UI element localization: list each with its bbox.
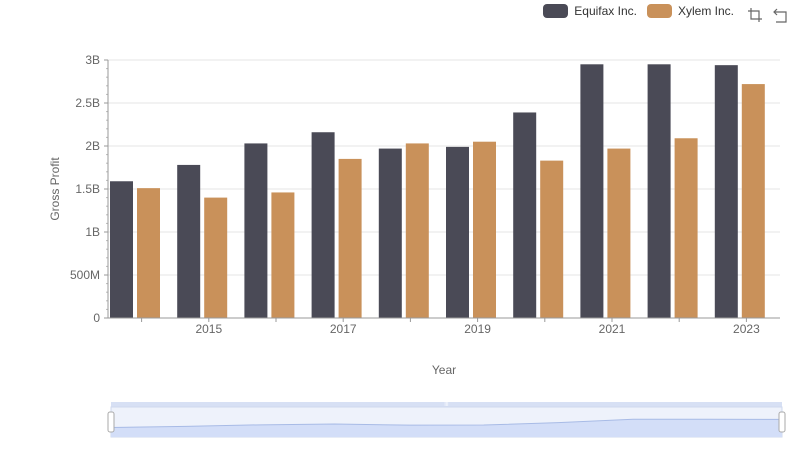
bar-xylem-2022[interactable]: [674, 138, 698, 318]
bar-xylem-2014[interactable]: [137, 188, 160, 318]
bar-equifax-2015[interactable]: [177, 164, 201, 318]
zoom-preview-line: [110, 418, 783, 428]
bar-equifax-2019[interactable]: [446, 146, 469, 318]
y-tick-label: 2.5B: [75, 96, 100, 110]
bar-equifax-2016[interactable]: [244, 143, 268, 318]
legend-label-xylem: Xylem Inc.: [677, 4, 734, 18]
x-tick-label: 2019: [464, 322, 491, 336]
bar-equifax-2014[interactable]: [110, 181, 133, 318]
bar-xylem-2018[interactable]: [405, 143, 429, 318]
x-tick-label: 2017: [330, 322, 357, 336]
y-tick-label: 1.5B: [75, 182, 100, 196]
data-zoom-slider[interactable]: III: [107, 402, 786, 438]
bar-equifax-2023[interactable]: [714, 65, 738, 318]
x-tick-label: 2015: [195, 322, 222, 336]
bar-xylem-2016[interactable]: [271, 192, 295, 318]
x-axis: 2015 2017 2019 2021 2023: [108, 317, 780, 336]
y-tick-label: 3B: [85, 53, 100, 67]
legend-swatch-equifax: [543, 4, 569, 18]
x-tick-label: 2021: [599, 322, 626, 336]
y-tick-label: 0: [93, 311, 100, 325]
toolbox: [746, 6, 790, 24]
restore-icon[interactable]: [772, 6, 790, 24]
bar-xylem-2021[interactable]: [607, 148, 631, 318]
bar-equifax-2020[interactable]: [513, 112, 537, 319]
bar-xylem-2015[interactable]: [204, 197, 228, 318]
y-axis: 0 500M 1B 1.5B 2B 2.5B 3B: [70, 53, 109, 325]
zoom-handle-right[interactable]: [778, 411, 786, 433]
zoom-grip: III: [444, 402, 448, 408]
bars: [110, 64, 765, 319]
bar-xylem-2020[interactable]: [540, 160, 564, 318]
bar-equifax-2017[interactable]: [311, 132, 335, 318]
bar-equifax-2018[interactable]: [378, 148, 402, 318]
y-tick-label: 500M: [70, 268, 100, 282]
bar-xylem-2023[interactable]: [741, 84, 765, 318]
zoom-handle-left[interactable]: [107, 411, 115, 433]
bar-equifax-2022[interactable]: [647, 64, 671, 318]
legend-label-equifax: Equifax Inc.: [574, 4, 637, 18]
legend-swatch-xylem: [646, 4, 672, 18]
bar-xylem-2019[interactable]: [473, 141, 496, 318]
zoom-preview-area: [111, 419, 782, 437]
zoom-icon[interactable]: [746, 6, 764, 24]
x-axis-label: Year: [432, 363, 456, 377]
bar-equifax-2021[interactable]: [580, 64, 604, 318]
y-tick-label: 1B: [85, 225, 100, 239]
legend: Equifax Inc. Xylem Inc.: [543, 4, 734, 18]
legend-item-xylem[interactable]: Xylem Inc.: [646, 4, 734, 18]
y-axis-label: Gross Profit: [48, 157, 62, 221]
x-tick-label: 2023: [733, 322, 760, 336]
zoom-top-bar: [111, 402, 782, 407]
bar-xylem-2017[interactable]: [338, 158, 362, 318]
legend-item-equifax[interactable]: Equifax Inc.: [543, 4, 637, 18]
y-tick-label: 2B: [85, 139, 100, 153]
